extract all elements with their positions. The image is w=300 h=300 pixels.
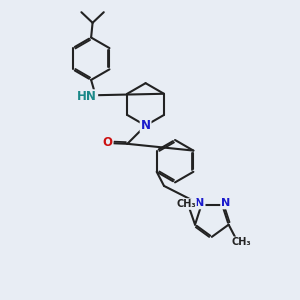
Text: HN: HN [77,90,97,103]
Text: CH₃: CH₃ [232,237,251,247]
Text: N: N [195,198,205,208]
Text: N: N [221,198,230,208]
Text: O: O [103,136,112,149]
Text: N: N [141,119,151,132]
Text: CH₃: CH₃ [176,199,196,209]
